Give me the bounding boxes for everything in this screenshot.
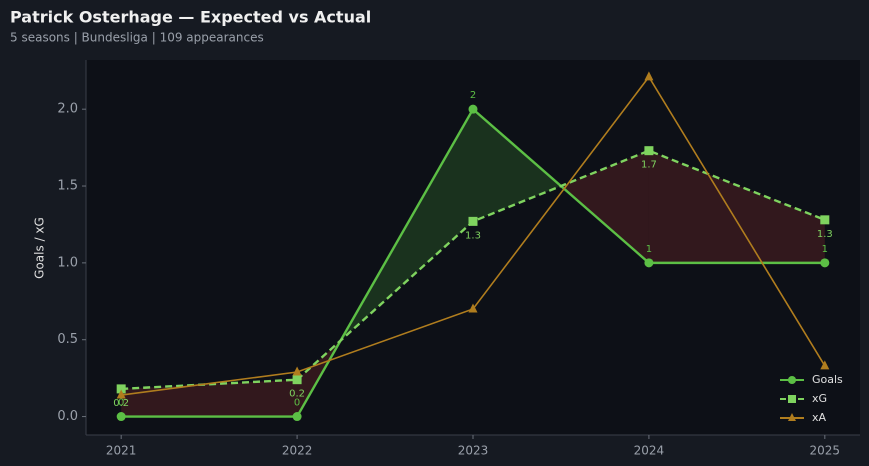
y-tick-label: 1.5: [57, 179, 78, 194]
data-label: 1.3: [465, 230, 481, 241]
point: [644, 258, 654, 268]
chart-title: Patrick Osterhage — Expected vs Actual: [10, 8, 371, 27]
data-label: 0.2: [113, 398, 129, 409]
data-label: 1: [646, 244, 652, 255]
legend-marker: [788, 413, 796, 421]
point: [292, 375, 302, 385]
point: [468, 104, 478, 114]
plot-area: [86, 60, 860, 435]
x-tick-label: 2023: [458, 444, 489, 458]
y-axis-label: Goals / xG: [33, 217, 47, 279]
data-label: 2: [470, 90, 476, 101]
data-label: 0: [118, 398, 124, 409]
y-tick-label: 2.0: [57, 102, 78, 117]
fill-under: [560, 150, 649, 263]
legend-marker: [788, 376, 796, 384]
y-tick-label: 0.5: [57, 332, 78, 347]
legend-label: xG: [812, 392, 827, 405]
x-tick-label: 2025: [810, 444, 841, 458]
data-label: 1.7: [641, 160, 657, 171]
legend-label: Goals: [812, 373, 843, 386]
x-tick-label: 2021: [106, 444, 137, 458]
point: [116, 412, 126, 422]
chart-subtitle: 5 seasons | Bundesliga | 109 appearances: [10, 31, 264, 45]
y-tick-label: 0.0: [57, 409, 78, 424]
legend-label: xA: [812, 411, 827, 424]
point: [820, 215, 830, 225]
point: [820, 258, 830, 268]
fill-over: [473, 109, 561, 222]
point: [116, 384, 126, 394]
point: [644, 146, 654, 156]
fill-under: [648, 150, 825, 263]
data-label: 1: [822, 244, 828, 255]
point: [292, 412, 302, 422]
point: [292, 366, 302, 376]
point: [468, 216, 478, 226]
data-label: 0: [294, 398, 300, 409]
x-tick-label: 2022: [282, 444, 313, 458]
point: [468, 303, 478, 313]
point: [116, 389, 126, 399]
data-label: 0.2: [289, 389, 305, 400]
y-tick-label: 1.0: [57, 255, 78, 270]
legend-marker: [788, 395, 796, 403]
point: [820, 360, 830, 370]
point: [644, 71, 654, 81]
data-label: 1.3: [817, 229, 833, 240]
x-tick-label: 2024: [634, 444, 665, 458]
